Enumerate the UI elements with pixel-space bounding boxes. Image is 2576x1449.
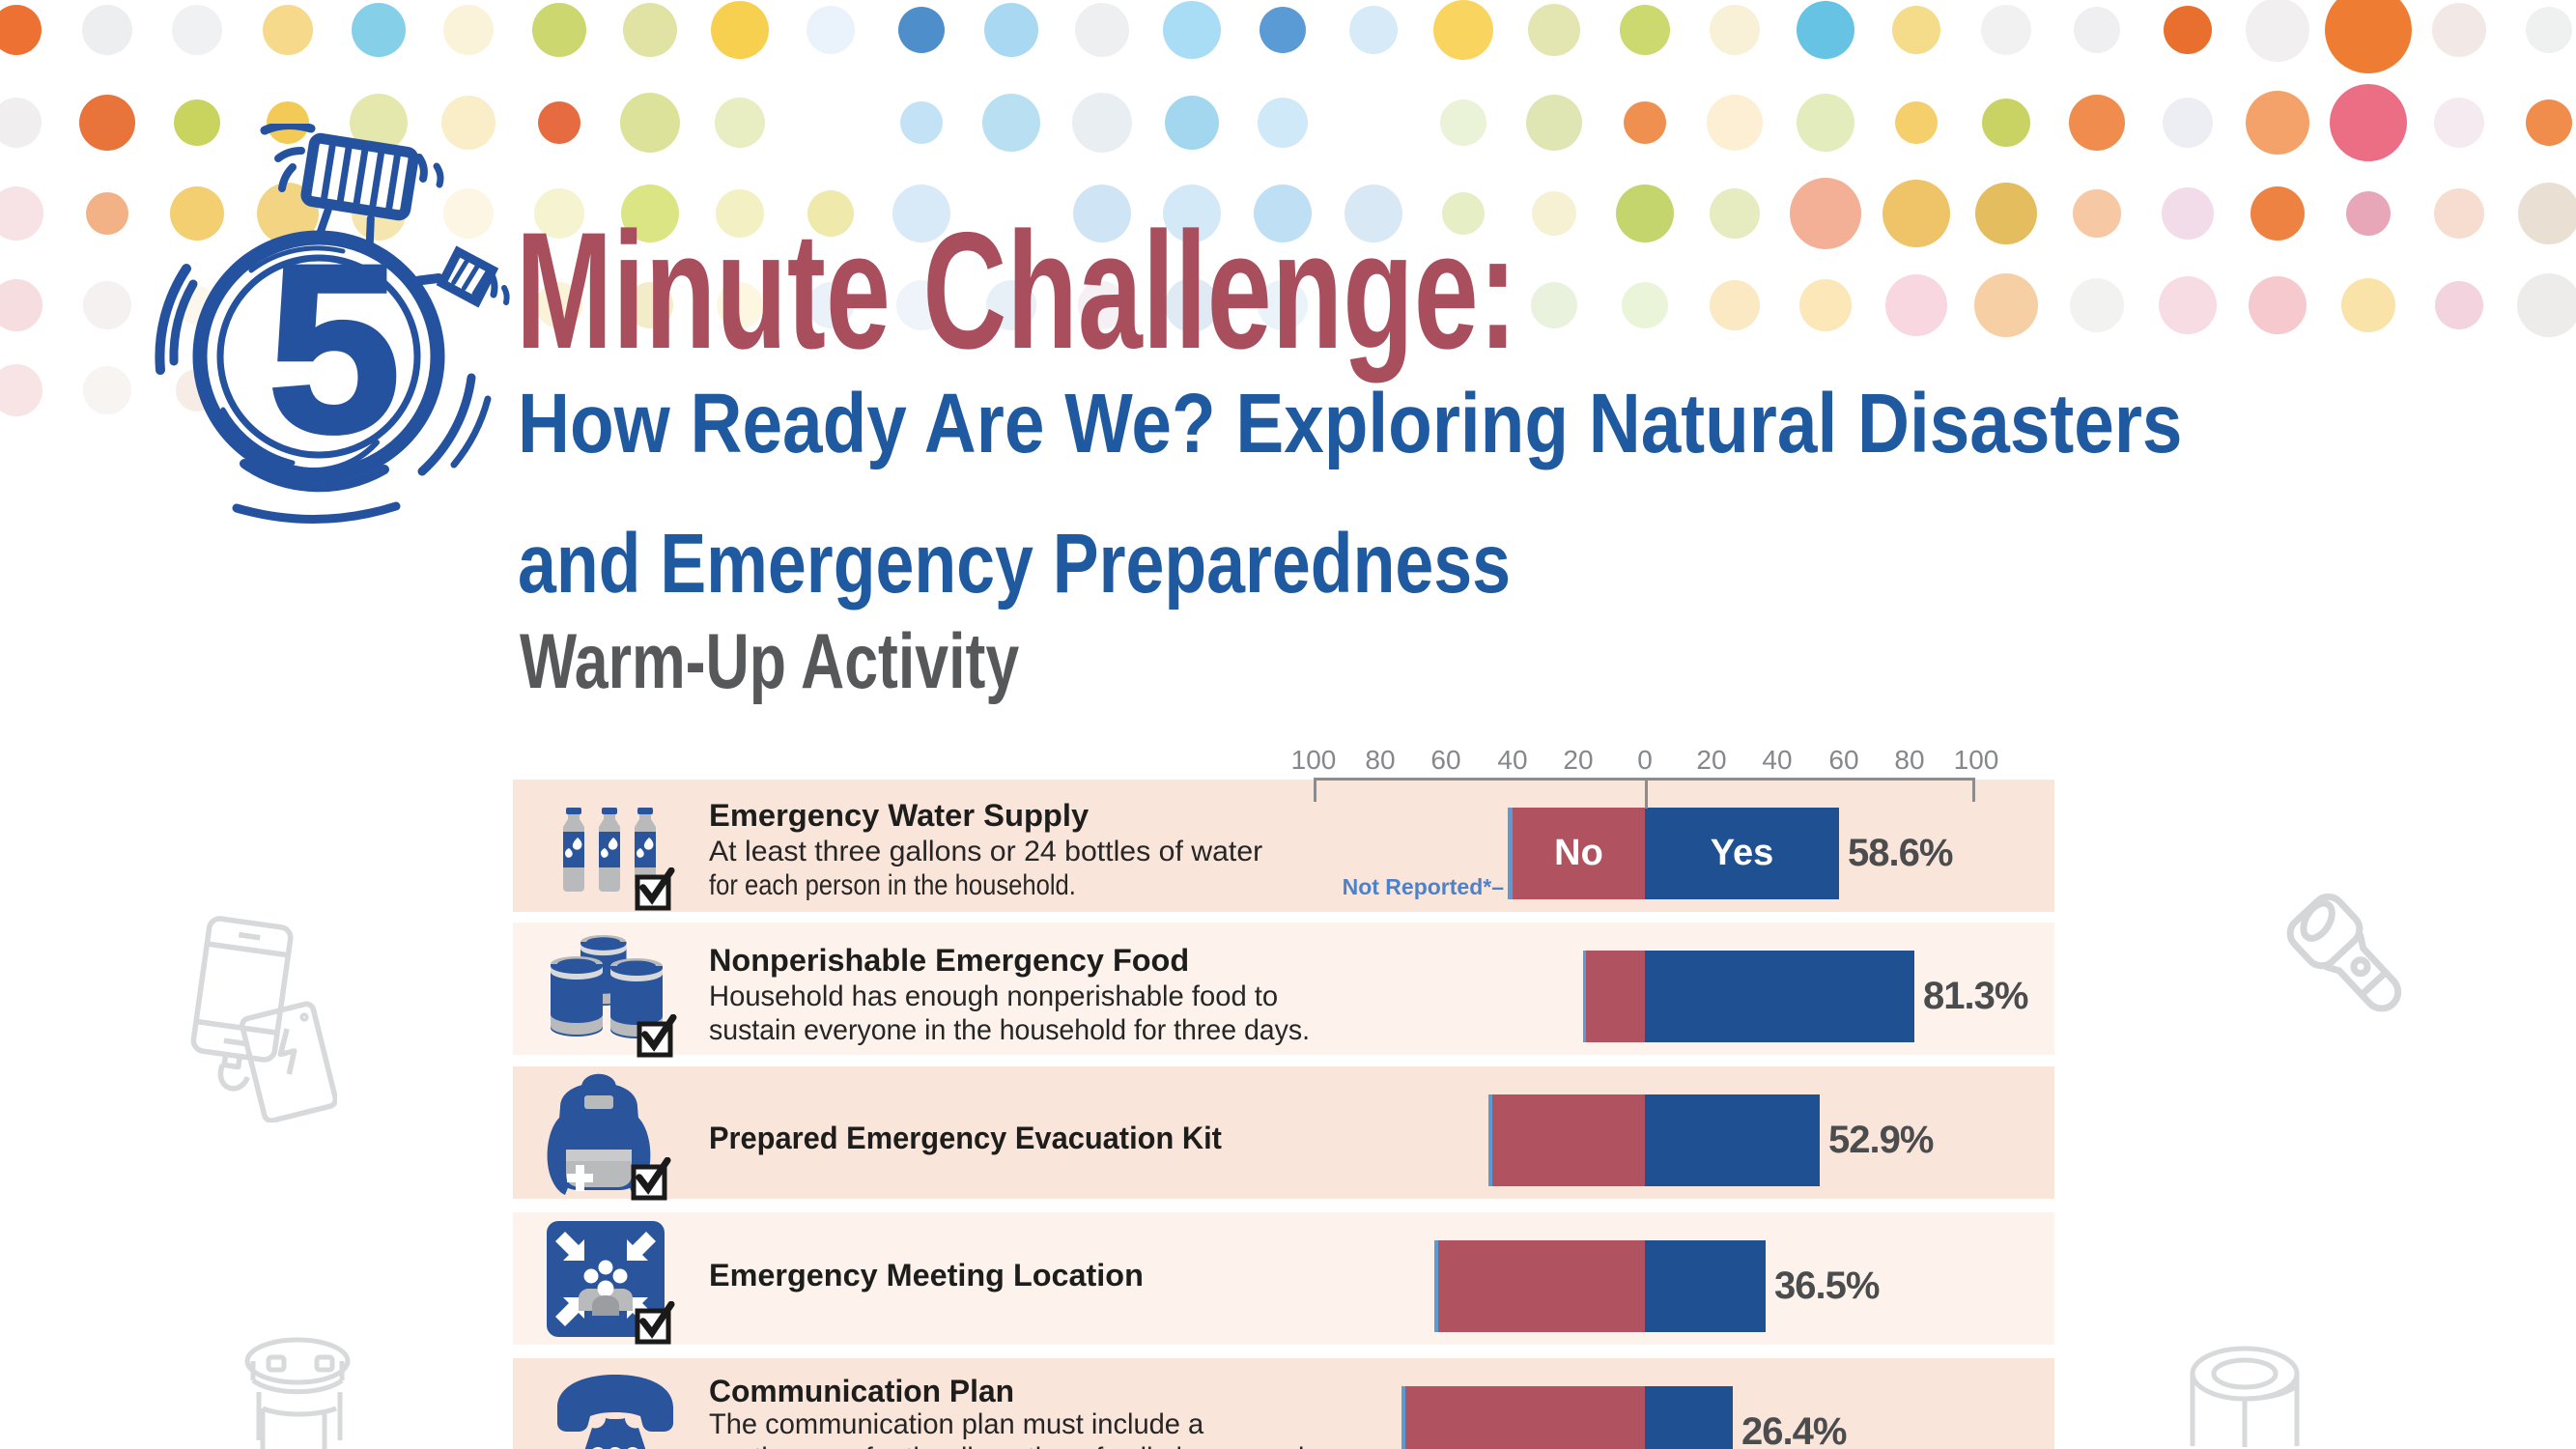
svg-text:5: 5 — [268, 215, 400, 482]
